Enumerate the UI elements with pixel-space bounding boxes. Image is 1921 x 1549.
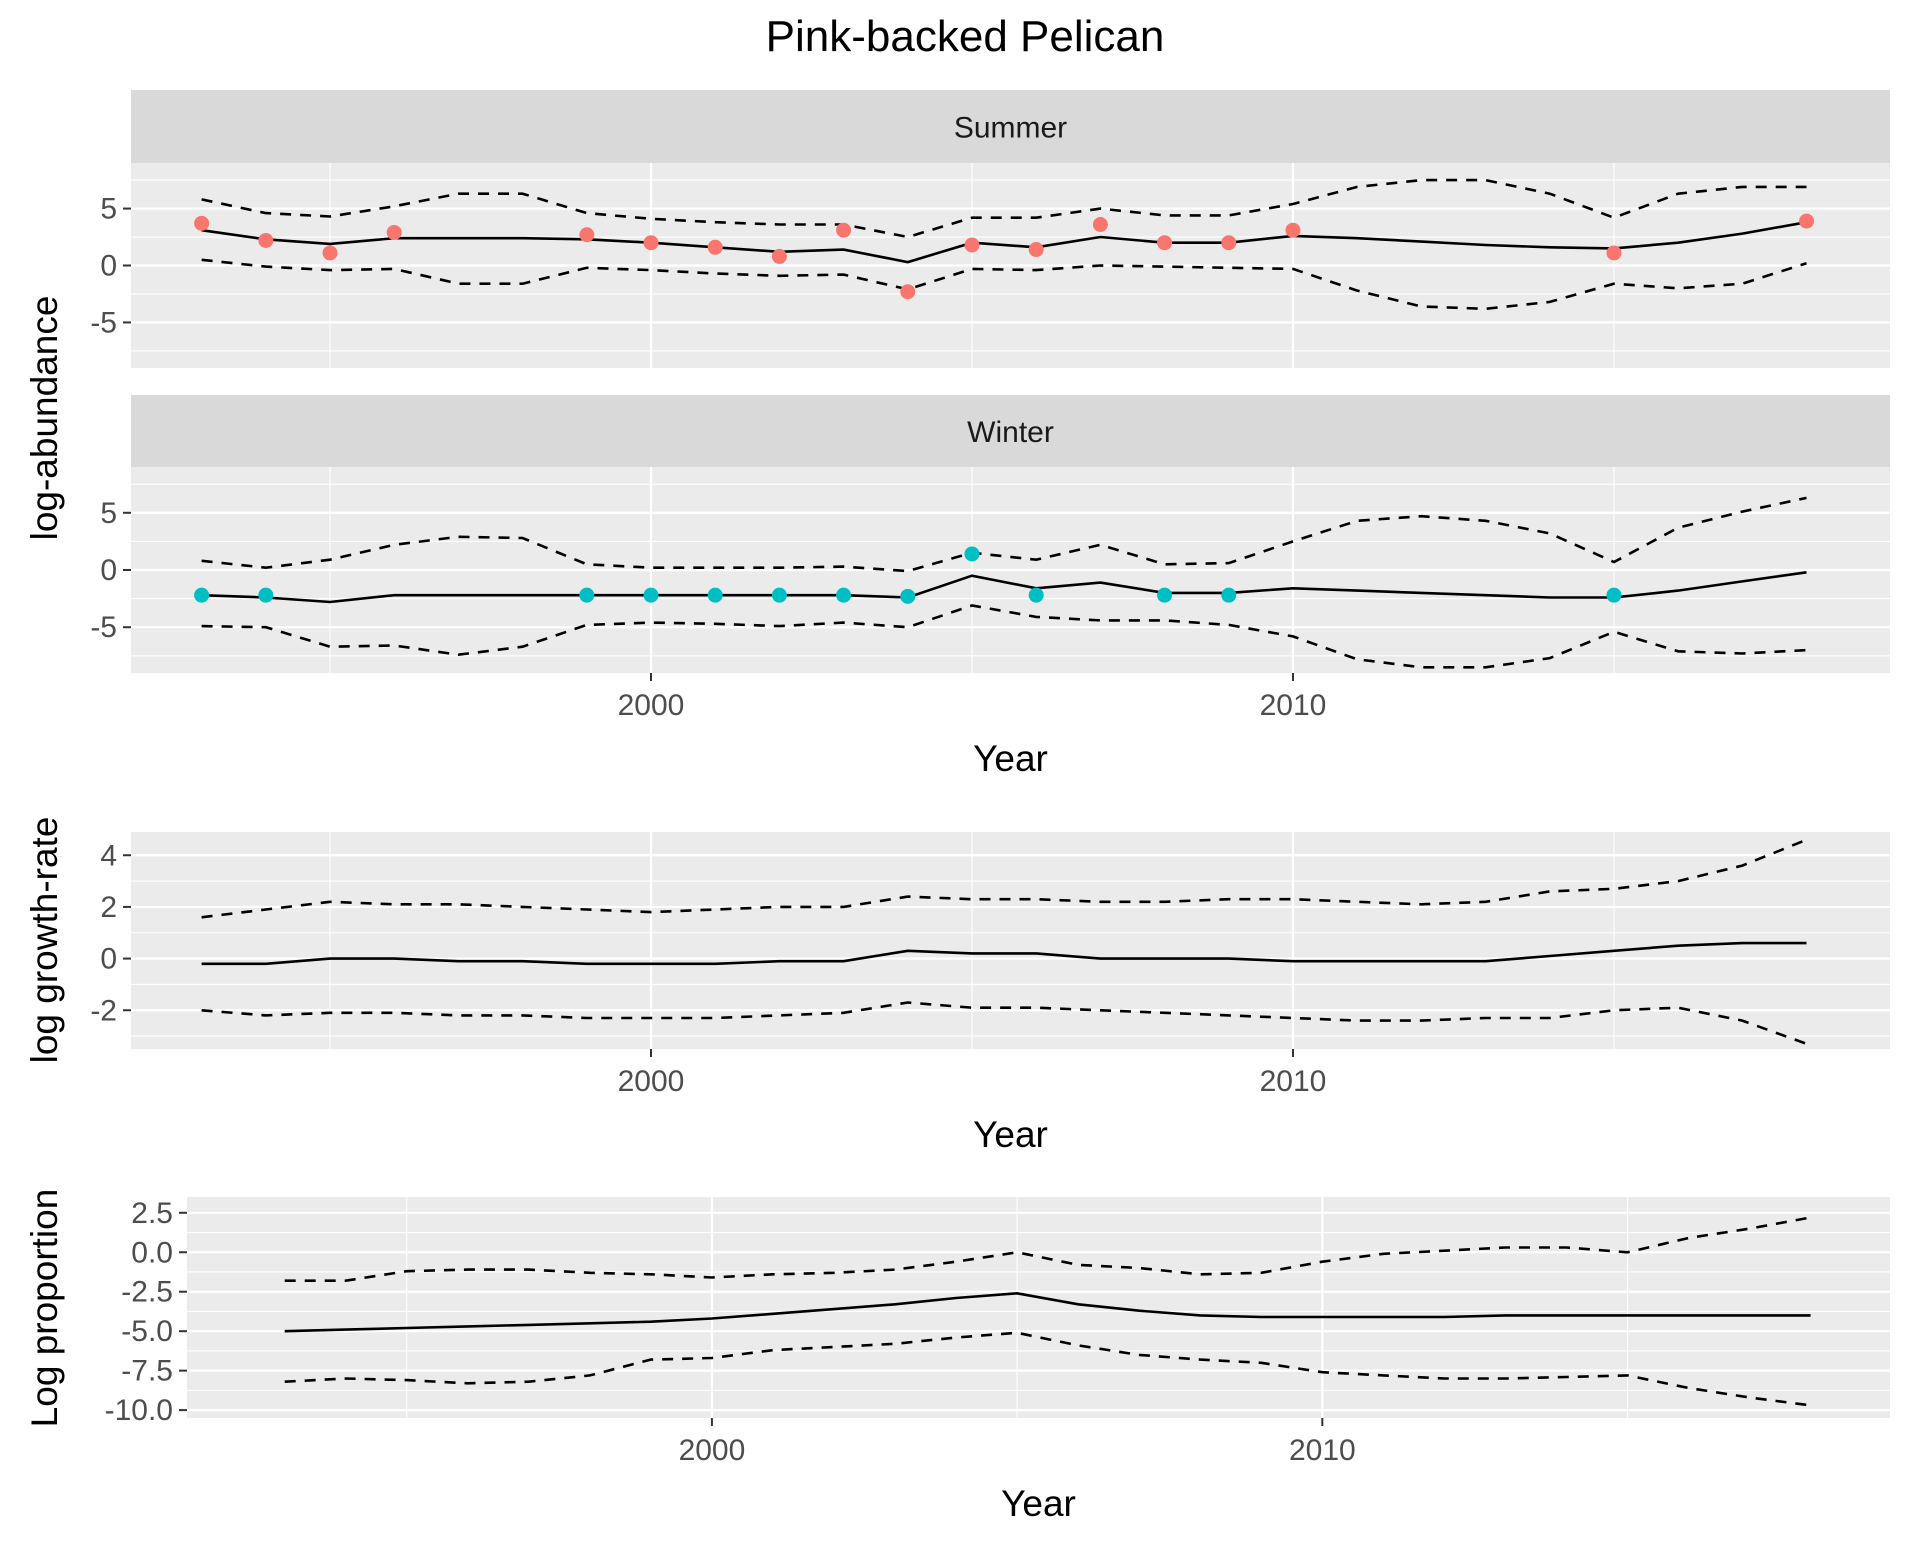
x-axis-title: Year — [973, 738, 1048, 779]
data-point — [836, 587, 852, 603]
summer-panel-observed-points — [194, 213, 1815, 300]
data-point — [1285, 222, 1301, 238]
y-tick-label: -7.5 — [121, 1355, 173, 1388]
proportion-panel-estimate-line — [284, 1291, 1811, 1333]
y-tick-label: 4 — [100, 839, 117, 872]
x-tick-label: 2010 — [1260, 1065, 1327, 1098]
data-point — [643, 587, 659, 603]
strip-winter: Winter — [131, 395, 1890, 467]
proportion-panel-background — [187, 1197, 1890, 1418]
data-point — [1028, 587, 1044, 603]
data-point — [386, 224, 402, 240]
strip-summer: Summer — [131, 90, 1890, 163]
data-point — [771, 587, 787, 603]
growth-panel-lower-bound-line — [201, 1001, 1807, 1046]
data-point — [707, 587, 723, 603]
data-point — [771, 248, 787, 264]
winter-panel: -5 0 5 2000 2010 Year — [90, 467, 1890, 779]
data-point — [579, 227, 595, 243]
data-point — [900, 284, 916, 300]
plot-title: Pink-backed Pelican — [766, 12, 1165, 61]
y-tick-label: -10.0 — [105, 1394, 173, 1427]
data-point — [1157, 587, 1173, 603]
y-tick-label: 5 — [100, 193, 117, 226]
data-point — [579, 587, 595, 603]
y-axis-title-proportion: Log proportion — [24, 1189, 65, 1428]
data-point — [1606, 587, 1622, 603]
x-tick-label: 2000 — [618, 689, 685, 722]
y-tick-label: 0 — [100, 554, 117, 587]
strip-summer-background — [131, 90, 1890, 163]
data-point — [1028, 242, 1044, 258]
y-axis-title-abundance: log-abundance — [24, 296, 65, 541]
growth-panel-gridlines — [131, 832, 1890, 1049]
y-tick-label: 0.0 — [131, 1236, 173, 1269]
x-tick-label: 2000 — [618, 1065, 685, 1098]
growth-panel: -2 0 2 4 2000 2010 Year — [90, 832, 1890, 1155]
proportion-panel-lower-bound-line — [284, 1331, 1811, 1407]
data-point — [643, 235, 659, 251]
growth-panel-upper-bound-line — [201, 838, 1807, 919]
chart-panels: Summer Winter -5 0 5 -5 0 5 2000 2010 Year -2 0 2 4 200… — [24, 90, 1890, 1524]
data-point — [1157, 235, 1173, 251]
strip-summer-label: Summer — [954, 112, 1067, 145]
x-tick-label: 2000 — [679, 1434, 746, 1467]
y-tick-label: 2 — [100, 891, 117, 924]
strip-winter-background — [131, 395, 1890, 467]
strip-winter-label: Winter — [967, 416, 1054, 449]
data-point — [322, 245, 338, 261]
y-tick-label: 2.5 — [131, 1197, 173, 1230]
x-axis-title: Year — [973, 1114, 1048, 1155]
y-tick-label: -5 — [90, 306, 117, 339]
growth-panel-background — [131, 832, 1890, 1049]
y-axis-title-growth: log growth-rate — [24, 817, 65, 1064]
summer-panel-estimate-line — [201, 220, 1807, 264]
data-point — [194, 587, 210, 603]
data-point — [1606, 245, 1622, 261]
data-point — [258, 232, 274, 248]
data-point — [707, 239, 723, 255]
data-point — [1221, 587, 1237, 603]
winter-panel-observed-points — [194, 546, 1622, 604]
data-point — [194, 215, 210, 231]
data-point — [1221, 235, 1237, 251]
y-tick-label: -5.0 — [121, 1315, 173, 1348]
winter-panel-upper-bound-line — [201, 496, 1807, 573]
proportion-panel-gridlines — [187, 1197, 1890, 1418]
y-tick-label: 0 — [100, 250, 117, 283]
y-tick-label: -2 — [90, 994, 117, 1027]
y-tick-label: 0 — [100, 943, 117, 976]
proportion-panel: -10.0 -7.5 -5.0 -2.5 0.0 2.5 2000 2010 Year — [105, 1197, 1890, 1524]
summer-panel: -5 0 5 — [90, 163, 1890, 368]
proportion-panel-upper-bound-line — [284, 1216, 1811, 1282]
data-point — [1092, 217, 1108, 232]
y-tick-label: 5 — [100, 497, 117, 530]
data-point — [258, 587, 274, 603]
x-axis-title: Year — [1001, 1483, 1076, 1524]
winter-panel-estimate-line — [201, 571, 1807, 604]
data-point — [964, 237, 980, 253]
data-point — [900, 588, 916, 604]
data-point — [964, 546, 980, 562]
summer-panel-lower-bound-line — [201, 258, 1807, 311]
x-tick-label: 2010 — [1289, 1434, 1356, 1467]
data-point — [1799, 213, 1815, 229]
data-point — [836, 222, 852, 238]
growth-panel-estimate-line — [201, 941, 1807, 966]
y-tick-label: -2.5 — [121, 1276, 173, 1309]
x-tick-label: 2010 — [1260, 689, 1327, 722]
y-tick-label: -5 — [90, 611, 117, 644]
